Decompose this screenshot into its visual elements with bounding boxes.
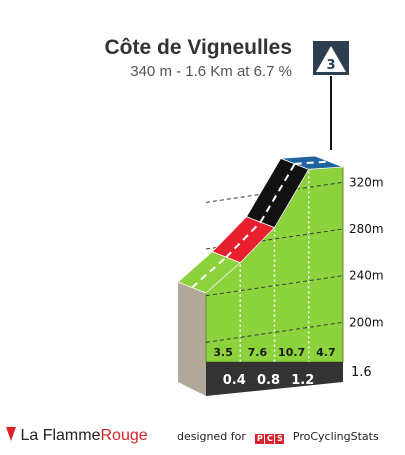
profile-base bbox=[206, 362, 343, 396]
designed-for-text: designed for bbox=[177, 430, 246, 443]
distance-label: 0.8 bbox=[257, 373, 280, 388]
climb-title: Côte de Vigneulles bbox=[104, 36, 293, 59]
flame-icon bbox=[6, 427, 16, 441]
altitude-gridline bbox=[205, 321, 344, 343]
road-centerline bbox=[191, 256, 227, 289]
lafflammerouge-logo[interactable]: La FlammeRouge bbox=[6, 427, 148, 445]
profile-side-wall bbox=[178, 282, 206, 396]
category-triangle-icon bbox=[316, 46, 346, 72]
pcs-letter: C bbox=[265, 434, 275, 444]
brand-name-part2: Rouge bbox=[100, 427, 148, 444]
climb-subtitle: 340 m - 1.6 Km at 6.7 % bbox=[130, 63, 292, 80]
segment-gradient-label: 10.7 bbox=[278, 346, 305, 359]
segment-gradient-label: 3.5 bbox=[213, 346, 233, 359]
altitude-tick-label: 280m bbox=[349, 222, 384, 236]
road-centerline bbox=[225, 221, 262, 258]
pcs-name[interactable]: ProCyclingStats bbox=[292, 430, 379, 443]
road-centerline bbox=[294, 160, 330, 165]
distance-label: 0.4 bbox=[223, 373, 246, 388]
brand-name-part1: La Flamme bbox=[20, 427, 101, 444]
pcs-letter: P bbox=[255, 434, 265, 444]
altitude-gridline bbox=[205, 181, 344, 203]
segment-gradient-label: 7.6 bbox=[248, 346, 268, 359]
pcs-letter: S bbox=[275, 434, 285, 444]
altitude-gridline bbox=[205, 275, 344, 297]
segment-gradient-label: 4.7 bbox=[316, 346, 336, 359]
distance-label: 1.2 bbox=[291, 373, 314, 388]
climb-profile-chart: 3 200m 240m 280m 320m 3.5 7.6 10.7 4.7 0.4 0.8 1.… bbox=[177, 41, 384, 396]
altitude-tick-label: 320m bbox=[349, 175, 384, 189]
category-number: 3 bbox=[326, 58, 335, 73]
total-distance-label: 1.6 bbox=[351, 365, 372, 380]
altitude-tick-label: 240m bbox=[349, 269, 384, 283]
altitude-tick-label: 200m bbox=[349, 315, 384, 329]
